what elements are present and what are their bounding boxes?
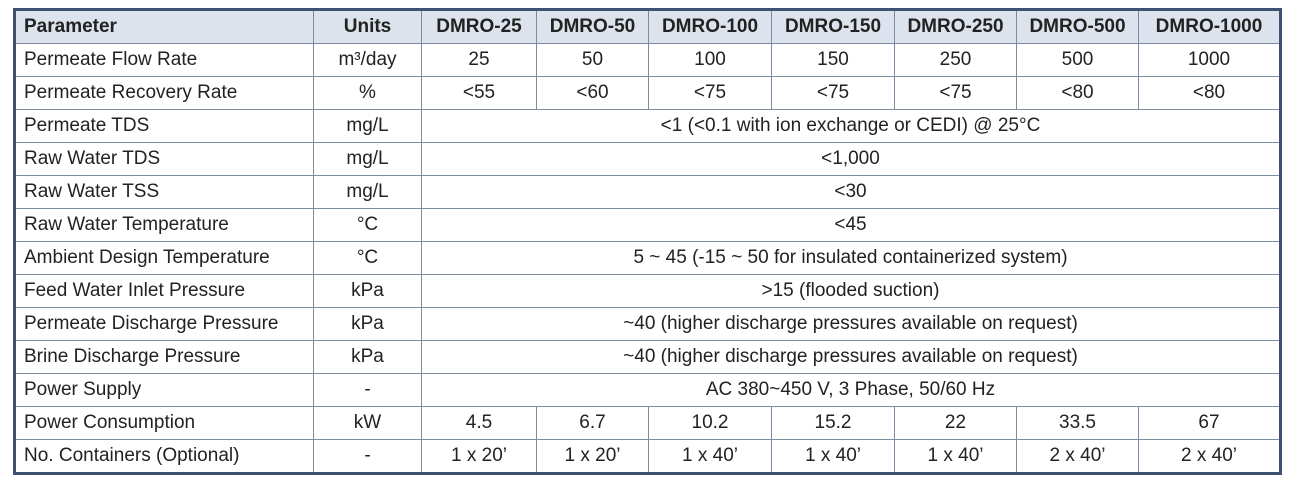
value-cell: 150 <box>771 43 895 77</box>
value-cell: <1 (<0.1 with ion exchange or CEDI) @ 25… <box>421 109 1281 143</box>
value-cell: 1 x 40’ <box>771 439 895 474</box>
parameter-cell: Permeate Flow Rate <box>14 43 314 77</box>
value-cell: 1000 <box>1138 43 1281 77</box>
table-row: Brine Discharge Pressure kPa ~40 (higher d… <box>14 340 1281 374</box>
unit-cell: mg/L <box>313 109 422 143</box>
value-cell: ~40 (higher discharge pressures availabl… <box>421 340 1281 374</box>
value-cell: ~40 (higher discharge pressures availabl… <box>421 307 1281 341</box>
unit-cell: kPa <box>313 307 422 341</box>
value-cell: 5 ~ 45 (-15 ~ 50 for insulated container… <box>421 241 1281 275</box>
parameter-cell: Ambient Design Temperature <box>14 241 314 275</box>
header-cell: DMRO-150 <box>771 9 895 44</box>
value-cell: 25 <box>421 43 537 77</box>
table-row: No. Containers (Optional) -1 x 20’ 1 x 20’… <box>14 439 1281 474</box>
parameter-cell: Permeate TDS <box>14 109 314 143</box>
value-cell: <60 <box>536 76 649 110</box>
parameter-cell: Feed Water Inlet Pressure <box>14 274 314 308</box>
unit-cell: kW <box>313 406 422 440</box>
table-row: Permeate TDS mg/L <1 (<0.1 with ion exchan… <box>14 109 1281 143</box>
table-row: Permeate Flow Rate m³/day 25 50 100 150 250 500… <box>14 43 1281 77</box>
parameter-cell: No. Containers (Optional) <box>14 439 314 474</box>
table-row: Ambient Design Temperature °C 5 ~ 45 (-15 … <box>14 241 1281 275</box>
value-cell: 250 <box>894 43 1017 77</box>
value-cell: >15 (flooded suction) <box>421 274 1281 308</box>
header-row: Parameter Units DMRO-25 DMRO-50 DMRO-100 DMRO… <box>14 9 1281 44</box>
value-cell: 1 x 20’ <box>536 439 649 474</box>
value-cell: <80 <box>1016 76 1139 110</box>
spec-table: Parameter Units DMRO-25 DMRO-50 DMRO-100 DMRO… <box>13 8 1282 475</box>
value-cell: 67 <box>1138 406 1281 440</box>
value-cell: 50 <box>536 43 649 77</box>
unit-cell: % <box>313 76 422 110</box>
value-cell: 1 x 40’ <box>648 439 772 474</box>
parameter-cell: Brine Discharge Pressure <box>14 340 314 374</box>
unit-cell: kPa <box>313 274 422 308</box>
parameter-cell: Raw Water Temperature <box>14 208 314 242</box>
value-cell: <75 <box>894 76 1017 110</box>
value-cell: <1,000 <box>421 142 1281 176</box>
table-body: Permeate Flow Rate m³/day 25 50 100 150 250 500… <box>14 43 1281 474</box>
table-row: Power Supply - AC 380~450 V, 3 Phase, 50/6… <box>14 373 1281 407</box>
parameter-cell: Raw Water TSS <box>14 175 314 209</box>
value-cell: 500 <box>1016 43 1139 77</box>
table-row: Raw Water Temperature °C <45 <box>14 208 1281 242</box>
unit-cell: mg/L <box>313 175 422 209</box>
header-cell: Units <box>313 9 422 44</box>
parameter-cell: Power Supply <box>14 373 314 407</box>
value-cell: 22 <box>894 406 1017 440</box>
value-cell: 2 x 40’ <box>1138 439 1281 474</box>
value-cell: <75 <box>648 76 772 110</box>
header-cell: Parameter <box>14 9 314 44</box>
unit-cell: - <box>313 439 422 474</box>
value-cell: <30 <box>421 175 1281 209</box>
header-cell: DMRO-25 <box>421 9 537 44</box>
header-cell: DMRO-1000 <box>1138 9 1281 44</box>
value-cell: <75 <box>771 76 895 110</box>
unit-cell: kPa <box>313 340 422 374</box>
unit-cell: - <box>313 373 422 407</box>
parameter-cell: Permeate Recovery Rate <box>14 76 314 110</box>
table-row: Power Consumption kW 4.5 6.7 10.2 15.2 22 33.5 6… <box>14 406 1281 440</box>
header-cell: DMRO-100 <box>648 9 772 44</box>
value-cell: 1 x 20’ <box>421 439 537 474</box>
header-cell: DMRO-50 <box>536 9 649 44</box>
unit-cell: m³/day <box>313 43 422 77</box>
value-cell: <45 <box>421 208 1281 242</box>
table-row: Permeate Recovery Rate% <55 <60 <75 <75 <75 <8… <box>14 76 1281 110</box>
value-cell: 15.2 <box>771 406 895 440</box>
parameter-cell: Permeate Discharge Pressure <box>14 307 314 341</box>
unit-cell: °C <box>313 241 422 275</box>
value-cell: 6.7 <box>536 406 649 440</box>
table-row: Permeate Discharge Pressure kPa ~40 (highe… <box>14 307 1281 341</box>
value-cell: <55 <box>421 76 537 110</box>
unit-cell: mg/L <box>313 142 422 176</box>
value-cell: 33.5 <box>1016 406 1139 440</box>
value-cell: 4.5 <box>421 406 537 440</box>
value-cell: 10.2 <box>648 406 772 440</box>
table-row: Feed Water Inlet Pressure kPa >15 (flooded… <box>14 274 1281 308</box>
table-row: Raw Water TDS mg/L <1,000 <box>14 142 1281 176</box>
table-row: Raw Water TSS mg/L <30 <box>14 175 1281 209</box>
value-cell: 100 <box>648 43 772 77</box>
parameter-cell: Raw Water TDS <box>14 142 314 176</box>
parameter-cell: Power Consumption <box>14 406 314 440</box>
unit-cell: °C <box>313 208 422 242</box>
header-cell: DMRO-250 <box>894 9 1017 44</box>
value-cell: <80 <box>1138 76 1281 110</box>
value-cell: 2 x 40’ <box>1016 439 1139 474</box>
value-cell: AC 380~450 V, 3 Phase, 50/60 Hz <box>421 373 1281 407</box>
value-cell: 1 x 40’ <box>894 439 1017 474</box>
header-cell: DMRO-500 <box>1016 9 1139 44</box>
